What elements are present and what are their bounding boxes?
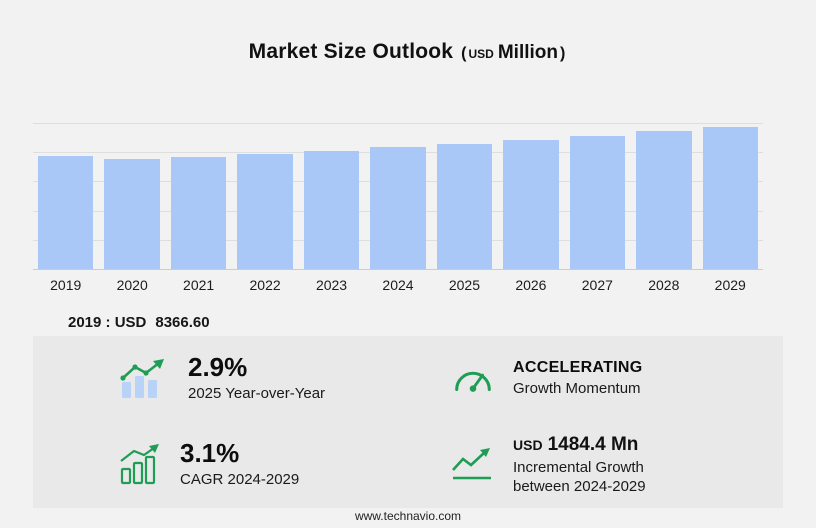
bar-2025 [436, 143, 493, 269]
stat-yoy: 2.9% 2025 Year-over-Year [33, 336, 408, 422]
base-year-value: 2019 : USD 8366.60 [68, 314, 210, 331]
speedometer-icon [455, 371, 491, 392]
base-year-amount: 8366.60 [155, 314, 210, 331]
stat-yoy-text: 2.9% 2025 Year-over-Year [188, 354, 325, 403]
stat-incremental-value-line: USD 1484.4 Mn [513, 434, 646, 456]
x-tick-label-2025: 2025 [448, 277, 481, 293]
x-tick-label-2028: 2028 [648, 277, 680, 293]
stat-momentum-label: Growth Momentum [513, 380, 641, 398]
bar-2022 [237, 153, 293, 269]
stat-cagr-label: CAGR 2024-2029 [180, 470, 300, 488]
unit-currency: USD [468, 47, 494, 61]
bar-2021 [170, 156, 227, 269]
x-tick-label-2021: 2021 [183, 277, 215, 293]
stat-cagr: 3.1% CAGR 2024-2029 [33, 422, 408, 508]
bar-2024 [370, 147, 426, 269]
stat-yoy-label: 2025 Year-over-Year [188, 384, 326, 402]
stat-yoy-value: 2.9% [188, 352, 248, 383]
bar-2020 [104, 158, 160, 269]
gridline [33, 123, 763, 124]
bar-2023 [303, 150, 360, 269]
bar-chart-up-arrow-icon [120, 359, 164, 398]
stat-momentum-value: ACCELERATING [513, 359, 643, 377]
bar-2028 [636, 131, 692, 269]
line-chart-arrow-icon [452, 448, 491, 480]
bar-series [33, 124, 763, 270]
x-tick-label-2024: 2024 [382, 277, 414, 293]
stat-incremental: USD 1484.4 Mn Incremental Growth between … [408, 422, 783, 508]
stats-panel: 2.9% 2025 Year-over-Year ACCELERATING Gr… [33, 336, 783, 508]
stat-incremental-label-line2: between 2024-2029 [513, 477, 646, 495]
base-year-label: 2019 : USD [68, 314, 147, 331]
website-link: www.technavio.com [354, 509, 462, 523]
x-tick-label-2027: 2027 [581, 277, 613, 293]
page-title-text: Market Size Outlook [248, 40, 454, 63]
stat-cagr-value: 3.1% [180, 438, 240, 469]
stat-momentum: ACCELERATING Growth Momentum [408, 336, 783, 422]
stat-cagr-text: 3.1% CAGR 2024-2029 [180, 440, 299, 489]
x-axis-labels: 2019 2020 2021 2022 2023 2024 2025 2026 2027 2028… [33, 277, 763, 293]
stat-incremental-currency: USD [513, 436, 543, 453]
x-tick-label-2020: 2020 [116, 277, 148, 293]
x-tick-label-2029: 2029 [714, 277, 746, 293]
x-tick-label-2026: 2026 [515, 277, 547, 293]
unit-word: Million [497, 42, 558, 63]
stat-momentum-text: ACCELERATING Growth Momentum [513, 359, 643, 399]
stat-incremental-text: USD 1484.4 Mn Incremental Growth between … [513, 434, 646, 497]
stat-incremental-value: 1484.4 Mn [547, 433, 639, 455]
stat-incremental-label-line1: Incremental Growth [513, 458, 644, 476]
x-tick-label-2023: 2023 [315, 277, 348, 293]
bar-2019 [38, 155, 94, 269]
bar-2027 [569, 135, 626, 269]
x-tick-label-2019: 2019 [50, 277, 82, 293]
unit-paren-open: ( [461, 45, 467, 62]
bar-chart [33, 123, 763, 270]
unit-paren-close: ) [560, 45, 566, 62]
x-tick-label-2022: 2022 [249, 277, 281, 293]
bar-2026 [503, 139, 559, 269]
bar-chart-growth-icon [120, 444, 159, 485]
page-title: Market Size Outlook (USD Million) [0, 40, 816, 64]
bar-2029 [702, 126, 758, 269]
